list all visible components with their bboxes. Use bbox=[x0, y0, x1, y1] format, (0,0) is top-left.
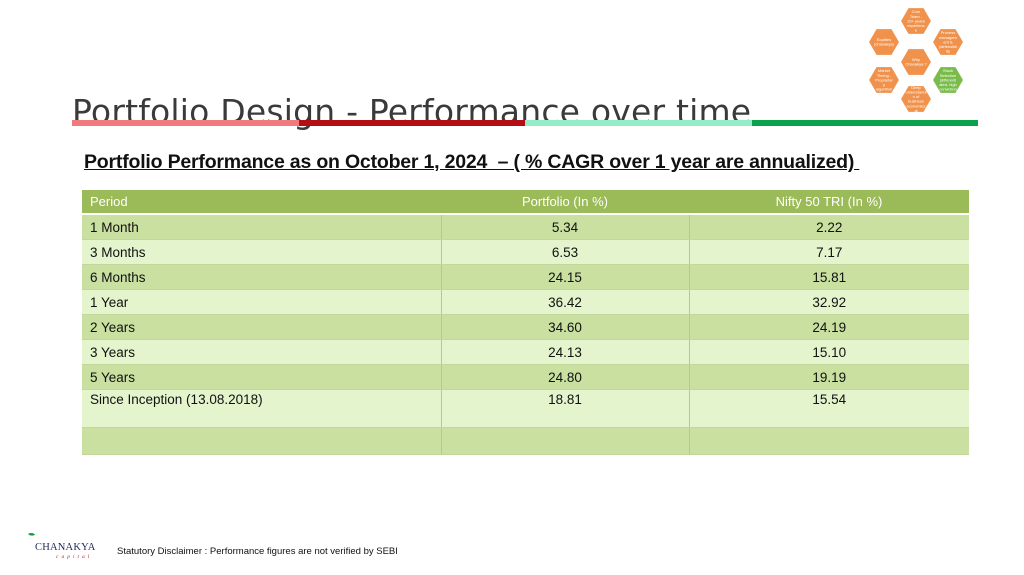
hex-shape bbox=[867, 66, 901, 94]
hex-label: e bbox=[915, 28, 918, 33]
hex-label: Process bbox=[941, 30, 955, 35]
hex-label: ity bbox=[946, 49, 950, 54]
hex-shape bbox=[867, 28, 901, 56]
cell-period: 1 Year bbox=[82, 289, 442, 315]
hex-label: ent & bbox=[943, 39, 953, 44]
table-row: Since Inception (13.08.2018) 18.81 15.54 bbox=[82, 389, 969, 428]
cell-nifty: 15.81 bbox=[689, 264, 969, 290]
hex-label: Why bbox=[912, 57, 920, 62]
divider-segment bbox=[751, 120, 978, 126]
hex-label: Team - bbox=[910, 14, 923, 19]
table-row: 1 Month 5.34 2.22 bbox=[82, 214, 969, 240]
hex-shape bbox=[899, 85, 933, 113]
title-divider bbox=[72, 120, 978, 126]
cell-portfolio: 18.81 bbox=[441, 389, 690, 428]
cell-nifty: 32.92 bbox=[689, 289, 969, 315]
hex-label: experienc bbox=[907, 23, 924, 28]
cell-nifty: 7.17 bbox=[689, 239, 969, 265]
table-header-row: Period Portfolio (In %) Nifty 50 TRI (In… bbox=[82, 190, 969, 215]
cell-nifty: 19.19 bbox=[689, 364, 969, 390]
hex-label: 15+ years bbox=[907, 18, 925, 23]
cell-portfolio: 34.60 bbox=[441, 314, 690, 340]
cell-portfolio: 5.34 bbox=[441, 214, 690, 240]
cell-portfolio: 24.13 bbox=[441, 339, 690, 365]
cell-period: Since Inception (13.08.2018) bbox=[82, 389, 442, 428]
hex-label: ated, high bbox=[939, 82, 957, 87]
hex-label: Market bbox=[878, 68, 891, 73]
table-subtitle: Portfolio Performance as on October 1, 2… bbox=[84, 151, 860, 173]
cell-nifty: 15.10 bbox=[689, 339, 969, 365]
cell-portfolio: 24.80 bbox=[441, 364, 690, 390]
logo-name: CHANAKYA bbox=[35, 542, 96, 553]
cell-period: 2 Years bbox=[82, 314, 442, 340]
chanakya-logo: CHANAKYA capital bbox=[16, 532, 96, 566]
hex-label: Core bbox=[912, 9, 921, 14]
cell-period: 3 Months bbox=[82, 239, 442, 265]
hex-label: y bbox=[883, 82, 885, 87]
hex-label: business bbox=[908, 99, 924, 104]
hex-label: Selection bbox=[940, 73, 956, 78]
hex-label: al bbox=[914, 108, 917, 113]
hex-label: Deep bbox=[911, 85, 921, 90]
hex-label: understandi bbox=[906, 90, 927, 95]
hex-label: Chanakya ? bbox=[905, 62, 927, 67]
cell-period: 3 Years bbox=[82, 339, 442, 365]
table-row: 3 Months 6.53 7.17 bbox=[82, 239, 969, 265]
performance-table: Period Portfolio (In %) Nifty 50 TRI (In… bbox=[82, 190, 969, 455]
cell-period: 5 Years bbox=[82, 364, 442, 390]
table-row-empty bbox=[82, 427, 969, 455]
hex-label: (defensibil bbox=[939, 44, 957, 49]
logo-crescent-icon bbox=[17, 532, 35, 562]
hex-label: economics bbox=[906, 103, 925, 108]
statutory-disclaimer: Statutory Disclaimer : Performance figur… bbox=[117, 546, 398, 557]
header-nifty: Nifty 50 TRI (In %) bbox=[689, 190, 969, 215]
hex-node: Equities(chanakya) bbox=[867, 28, 901, 56]
hex-label: (chanakya) bbox=[874, 42, 894, 47]
cell-portfolio: 24.15 bbox=[441, 264, 690, 290]
divider-segment bbox=[525, 120, 752, 126]
cell-period: 6 Months bbox=[82, 264, 442, 290]
header-period: Period bbox=[82, 190, 441, 215]
logo-subtitle: capital bbox=[56, 554, 93, 560]
cell-period: 1 Month bbox=[82, 214, 442, 240]
hex-shape bbox=[899, 7, 933, 35]
hex-label: conviction bbox=[939, 87, 957, 92]
hex-label: Equities bbox=[877, 37, 891, 42]
why-chanakya-hex-diagram: Core Team -15+ years experienc e Equities (ch… bbox=[862, 3, 972, 115]
hex-shape bbox=[899, 48, 933, 76]
cell-portfolio: 6.53 bbox=[441, 239, 690, 265]
cell-nifty bbox=[689, 427, 969, 455]
cell-portfolio bbox=[441, 427, 690, 455]
table-row: 3 Years 24.13 15.10 bbox=[82, 339, 969, 365]
table-row: 1 Year 36.42 32.92 bbox=[82, 289, 969, 315]
hex-shape bbox=[931, 66, 965, 94]
hex-label: managem bbox=[939, 35, 957, 40]
cell-period bbox=[82, 427, 442, 455]
cell-portfolio: 36.42 bbox=[441, 289, 690, 315]
header-portfolio: Portfolio (In %) bbox=[441, 190, 689, 215]
cell-nifty: 2.22 bbox=[689, 214, 969, 240]
hex-label: (differenti bbox=[940, 77, 957, 82]
table-row: 2 Years 34.60 24.19 bbox=[82, 314, 969, 340]
cell-nifty: 24.19 bbox=[689, 314, 969, 340]
table-row: 5 Years 24.80 19.19 bbox=[82, 364, 969, 390]
hex-label: Stock bbox=[943, 68, 953, 73]
table-row: 6 Months 24.15 15.81 bbox=[82, 264, 969, 290]
hex-shape bbox=[931, 28, 965, 56]
hex-label: Timing - bbox=[877, 73, 892, 78]
hex-label: Proprietar bbox=[875, 77, 893, 82]
cell-nifty: 15.54 bbox=[689, 389, 969, 428]
hex-label: algorithm bbox=[876, 87, 893, 92]
divider-segment bbox=[298, 120, 525, 126]
divider-segment bbox=[72, 120, 299, 126]
hex-label: n of bbox=[913, 94, 921, 99]
